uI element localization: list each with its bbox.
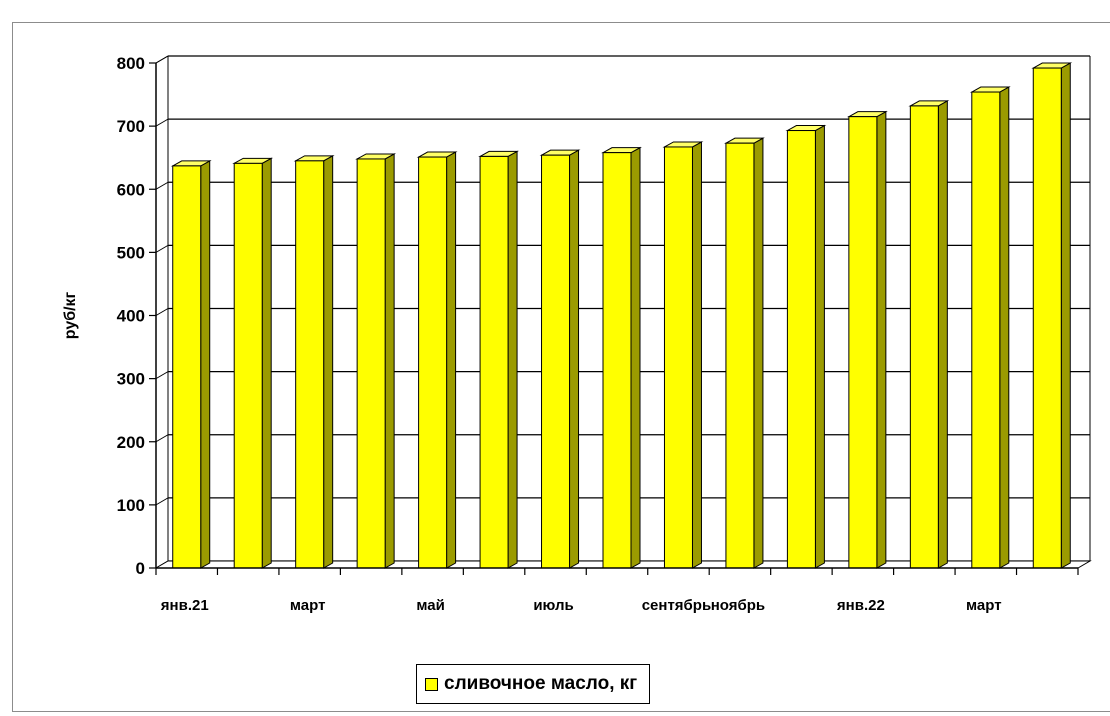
y-tick-label: 400 [117, 307, 145, 326]
bar-side [200, 160, 211, 569]
y-tick-label: 300 [117, 370, 145, 389]
y-tick-label: 100 [117, 496, 145, 515]
y-tick-label: 500 [117, 243, 145, 262]
bar-side [446, 151, 457, 569]
bar [1031, 62, 1073, 569]
bar [416, 151, 458, 569]
bar [170, 160, 212, 569]
bar-side [507, 150, 518, 569]
x-tick-label: янв.21 [161, 597, 209, 614]
y-tick-label: 200 [117, 433, 145, 452]
y-tick-label: 800 [117, 54, 145, 73]
bar [785, 124, 827, 569]
legend: сливочное масло, кг [416, 664, 651, 704]
gridline-depth [155, 434, 169, 443]
bar [908, 100, 950, 569]
axes: 0 100 200 300 400 500 600 700 800 янв.21 март май ию… [117, 54, 1079, 614]
bar-front [541, 154, 571, 569]
bar [539, 149, 581, 569]
bar-front [663, 146, 693, 569]
bar [355, 153, 397, 569]
bar [969, 86, 1011, 569]
bar-chart: 0 100 200 300 400 500 600 700 800 янв.21 март май ию… [62, 54, 1092, 614]
x-tick-label: июль [533, 597, 573, 614]
bar-side [1060, 62, 1071, 569]
bar-side [999, 86, 1010, 569]
gridline-depth [155, 371, 169, 380]
bar-side [876, 110, 887, 569]
y-axis-title: руб/кг [62, 291, 79, 339]
bar-side [691, 141, 702, 569]
y-tick-label: 600 [117, 180, 145, 199]
x-tick-label: сентябрь [642, 597, 712, 614]
bar-front [418, 156, 448, 569]
bar-side [630, 146, 641, 569]
bar-front [295, 160, 325, 569]
bar-side [261, 157, 272, 569]
x-tick-label: март [290, 597, 326, 614]
bars [170, 62, 1073, 569]
gridline-depth [155, 308, 169, 316]
legend-label: сливочное масло, кг [444, 673, 638, 694]
x-tick-label: май [416, 597, 444, 614]
x-tick-label: ноябрь [711, 597, 765, 614]
y-tick-label: 0 [136, 559, 145, 578]
x-tick-label: янв.22 [837, 597, 885, 614]
legend-swatch [425, 677, 438, 691]
bar-front [786, 130, 816, 569]
bar-side [753, 137, 764, 569]
bar [846, 110, 888, 569]
gridline-depth [155, 118, 169, 127]
bar-front [848, 116, 878, 569]
bar-front [602, 152, 632, 569]
y-axis-top-depth [155, 55, 169, 64]
gridline-depth [155, 244, 169, 253]
bar-side [937, 100, 948, 569]
bar [293, 154, 335, 569]
bar [478, 150, 519, 569]
bar-front [356, 158, 386, 569]
gridline-depth [155, 497, 169, 506]
bar-front [172, 165, 202, 569]
bar-front [1032, 67, 1062, 569]
bar-side [814, 124, 825, 569]
bar-front [725, 142, 755, 569]
chart-frame: 0 100 200 300 400 500 600 700 800 янв.21 март май ию… [12, 22, 1110, 712]
bar [662, 141, 704, 569]
bar [601, 146, 642, 569]
y-tick-label: 700 [117, 117, 145, 136]
bar-front [971, 91, 1001, 569]
bar [724, 137, 765, 569]
x-tick-label: март [966, 597, 1002, 614]
bar-front [479, 155, 509, 569]
bar-side [323, 154, 334, 569]
bar-front [909, 105, 939, 569]
bar [232, 157, 274, 569]
bar-side [569, 149, 580, 569]
bar-side [384, 153, 395, 569]
bar-front [233, 162, 263, 569]
gridline-depth [155, 181, 169, 190]
